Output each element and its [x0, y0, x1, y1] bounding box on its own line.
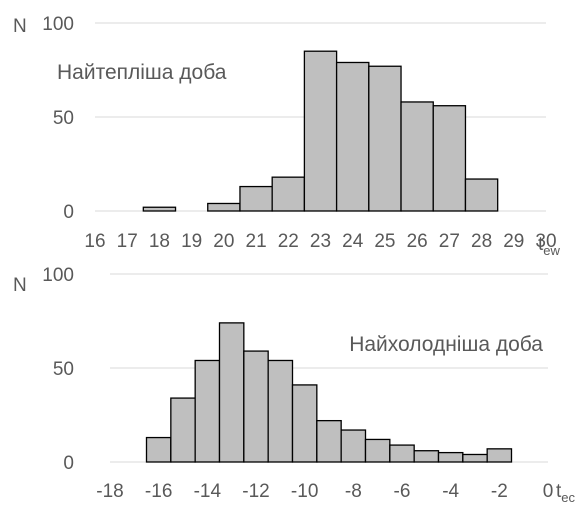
- x-axis-label-subscript: ec: [561, 490, 575, 505]
- histogram-bar: [464, 178, 499, 212]
- x-tick-label: 25: [374, 231, 395, 252]
- x-tick-label: 19: [181, 231, 202, 252]
- y-tick-label: 100: [42, 265, 74, 286]
- histogram-bar: [194, 359, 221, 463]
- histogram-bar: [271, 176, 306, 212]
- histogram-bar: [437, 451, 464, 463]
- y-axis-label: N: [13, 275, 27, 296]
- histogram-bar: [335, 61, 370, 212]
- histogram-bar: [267, 359, 294, 463]
- histogram-bar: [368, 65, 402, 212]
- histogram-bar: [239, 185, 273, 212]
- chart-annotation: Найхолодніша доба: [349, 333, 543, 356]
- warmest-day-histogram: 0 50 100 16 17 18 19 20 21 22 23 24 25 26 27 28 29 30 Ntew…: [13, 14, 561, 258]
- histogram-bar: [243, 350, 269, 463]
- y-tick-label: 50: [53, 108, 74, 129]
- x-axis-label-main: t: [538, 234, 544, 255]
- histogram-bar: [432, 105, 467, 212]
- x-tick-label: 29: [503, 231, 524, 252]
- x-tick-label: 20: [213, 231, 234, 252]
- x-tick-label: 17: [117, 231, 138, 252]
- chart-annotation: Найтепліша доба: [57, 61, 227, 84]
- histogram-bar: [413, 450, 440, 463]
- x-tick-label: 0: [543, 481, 554, 502]
- histogram-bar: [486, 448, 513, 463]
- histogram-bar: [218, 322, 245, 463]
- x-tick-label: -14: [194, 481, 222, 502]
- x-tick-label: 23: [310, 231, 331, 252]
- x-tick-label: -8: [345, 481, 362, 502]
- x-axis-label-main: t: [556, 481, 562, 502]
- x-tick-label: -12: [242, 481, 269, 502]
- y-tick-label: 0: [63, 453, 74, 474]
- y-tick-label: 50: [53, 359, 74, 380]
- x-tick-label: 28: [471, 231, 492, 252]
- histogram-bar: [145, 436, 172, 463]
- histogram-bar: [340, 429, 367, 463]
- x-axis-label-subscript: ew: [543, 243, 560, 258]
- x-tick-label: 21: [246, 231, 267, 252]
- histogram-bar: [291, 384, 318, 463]
- x-tick-label: -16: [145, 481, 172, 502]
- histogram-bar: [170, 397, 196, 463]
- y-tick-label: 100: [42, 14, 74, 35]
- histogram-bar: [316, 419, 342, 463]
- x-tick-label: 24: [342, 231, 364, 252]
- x-tick-label: -2: [491, 481, 508, 502]
- x-tick-label: -6: [394, 481, 411, 502]
- histogram-bar: [142, 206, 177, 212]
- x-tick-label: 26: [407, 231, 428, 252]
- x-tick-label: 30: [535, 231, 556, 252]
- x-axis-label: tec: [556, 481, 576, 505]
- y-axis-label: N: [13, 16, 27, 37]
- x-tick-label: 16: [84, 231, 105, 252]
- x-axis-label: tew: [538, 234, 561, 258]
- y-tick-label: 0: [63, 202, 74, 223]
- x-tick-label: -10: [291, 481, 318, 502]
- x-tick-label: 27: [439, 231, 460, 252]
- histogram-bar: [462, 453, 488, 463]
- histogram-bar: [303, 50, 338, 212]
- x-tick-label: -4: [442, 481, 459, 502]
- histogram-bar: [400, 101, 434, 212]
- x-tick-label: -18: [96, 481, 123, 502]
- histogram-bar: [364, 438, 391, 463]
- x-tick-label: 18: [149, 231, 170, 252]
- histogram-bar: [389, 444, 415, 463]
- x-tick-label: 22: [278, 231, 299, 252]
- histogram-bar: [207, 202, 241, 212]
